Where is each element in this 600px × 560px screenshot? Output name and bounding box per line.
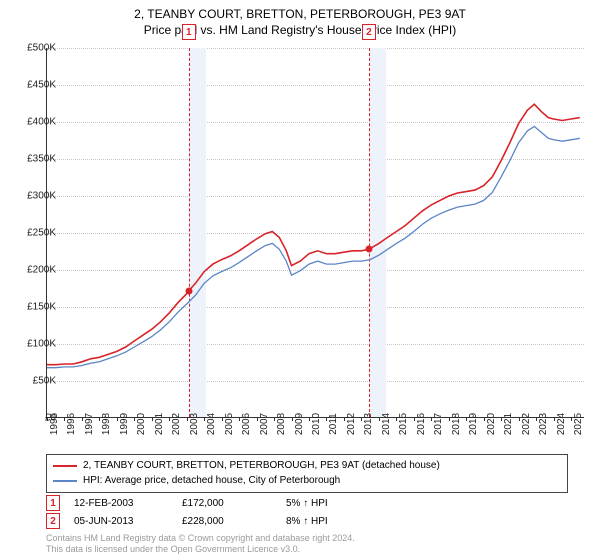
- sale-price: £172,000: [182, 498, 272, 509]
- sale-index-box: 2: [46, 513, 60, 529]
- x-axis-label: 1998: [101, 413, 112, 435]
- x-axis-label: 2014: [381, 413, 392, 435]
- x-axis-label: 2013: [363, 413, 374, 435]
- y-axis-label: £500K: [16, 43, 56, 54]
- x-axis-label: 2011: [328, 413, 339, 435]
- x-axis-label: 2009: [294, 413, 305, 435]
- sale-vs-hpi: 8% ↑ HPI: [286, 516, 386, 527]
- x-axis-label: 2005: [224, 413, 235, 435]
- x-axis-label: 2019: [468, 413, 479, 435]
- sale-index-box: 1: [46, 495, 60, 511]
- x-axis-label: 2025: [573, 413, 584, 435]
- x-axis-label: 2003: [189, 413, 200, 435]
- x-axis-label: 1997: [84, 413, 95, 435]
- sale-price: £228,000: [182, 516, 272, 527]
- legend-swatch-hpi: [53, 480, 77, 482]
- x-axis-label: 2016: [416, 413, 427, 435]
- sale-row: 1 12-FEB-2003 £172,000 5% ↑ HPI: [46, 494, 386, 512]
- x-axis-label: 2010: [311, 413, 322, 435]
- y-axis-label: £50K: [16, 376, 56, 387]
- x-axis-label: 1995: [49, 413, 60, 435]
- x-axis-label: 2000: [136, 413, 147, 435]
- chart-title: 2, TEANBY COURT, BRETTON, PETERBOROUGH, …: [0, 0, 600, 38]
- x-axis-label: 2004: [206, 413, 217, 435]
- x-axis-label: 1999: [119, 413, 130, 435]
- chart-svg: [47, 48, 585, 418]
- x-axis-label: 2015: [398, 413, 409, 435]
- y-axis-label: £450K: [16, 80, 56, 91]
- x-axis-label: 2022: [521, 413, 532, 435]
- y-axis-label: £400K: [16, 117, 56, 128]
- event-marker-box: 1: [182, 24, 196, 40]
- y-axis-label: £200K: [16, 265, 56, 276]
- sale-events-table: 1 12-FEB-2003 £172,000 5% ↑ HPI 2 05-JUN-2013…: [46, 494, 386, 530]
- y-axis-label: £250K: [16, 228, 56, 239]
- y-axis-label: £100K: [16, 339, 56, 350]
- x-axis-label: 2023: [538, 413, 549, 435]
- x-axis-label: 2007: [259, 413, 270, 435]
- x-axis-label: 2024: [556, 413, 567, 435]
- legend-item-property: 2, TEANBY COURT, BRETTON, PETERBOROUGH, …: [53, 458, 561, 473]
- sale-vs-hpi: 5% ↑ HPI: [286, 498, 386, 509]
- chart-legend: 2, TEANBY COURT, BRETTON, PETERBOROUGH, …: [46, 454, 568, 493]
- sale-date: 12-FEB-2003: [74, 498, 168, 509]
- legend-label-property: 2, TEANBY COURT, BRETTON, PETERBOROUGH, …: [83, 458, 440, 473]
- x-axis-label: 1996: [66, 413, 77, 435]
- x-axis-label: 2021: [503, 413, 514, 435]
- x-axis-label: 2012: [346, 413, 357, 435]
- y-axis-label: £350K: [16, 154, 56, 165]
- event-marker-box: 2: [362, 24, 376, 40]
- x-axis-label: 2001: [154, 413, 165, 435]
- y-axis-label: £150K: [16, 302, 56, 313]
- footnote-line-2: This data is licensed under the Open Gov…: [46, 544, 355, 556]
- title-line-2: Price paid vs. HM Land Registry's House …: [0, 22, 600, 38]
- x-axis-label: 2017: [433, 413, 444, 435]
- x-axis-label: 2002: [171, 413, 182, 435]
- x-axis-label: 2020: [486, 413, 497, 435]
- legend-swatch-property: [53, 465, 77, 467]
- sale-date: 05-JUN-2013: [74, 516, 168, 527]
- footnote-line-1: Contains HM Land Registry data © Crown c…: [46, 533, 355, 545]
- chart-plot-area: 12: [46, 48, 584, 418]
- x-axis-label: 2006: [241, 413, 252, 435]
- footnote: Contains HM Land Registry data © Crown c…: [46, 533, 355, 556]
- y-axis-label: £300K: [16, 191, 56, 202]
- x-axis-label: 2008: [276, 413, 287, 435]
- title-line-1: 2, TEANBY COURT, BRETTON, PETERBOROUGH, …: [0, 6, 600, 22]
- x-axis-label: 2018: [451, 413, 462, 435]
- legend-item-hpi: HPI: Average price, detached house, City…: [53, 473, 561, 488]
- legend-label-hpi: HPI: Average price, detached house, City…: [83, 473, 340, 488]
- series-property: [47, 104, 580, 365]
- sale-row: 2 05-JUN-2013 £228,000 8% ↑ HPI: [46, 512, 386, 530]
